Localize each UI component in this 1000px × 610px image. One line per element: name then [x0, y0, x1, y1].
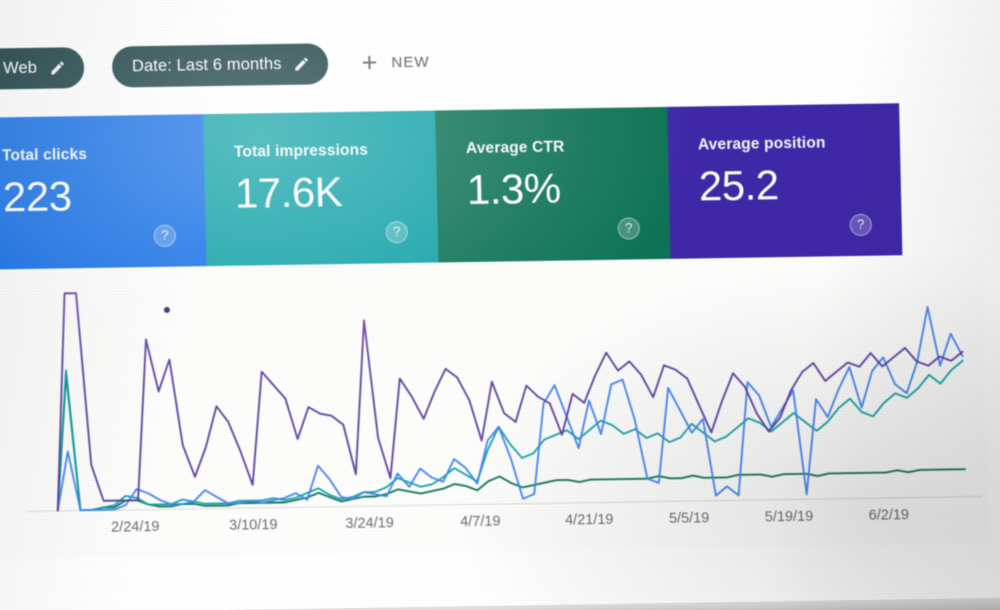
x-axis-tick-label: 3/10/19 — [228, 517, 278, 534]
x-axis-tick-label: 4/21/19 — [564, 511, 614, 529]
metric-card-total-impressions[interactable]: Total impressions 17.6K? — [203, 110, 439, 267]
metric-card-average-position[interactable]: Average position 25.2? — [667, 103, 903, 259]
chart-data-point-marker — [163, 306, 170, 313]
x-axis-tick-label: 5/5/19 — [668, 510, 710, 527]
filter-chip-date-label: Date: Last 6 months — [131, 54, 282, 75]
filter-bar: type: Web Date: Last 6 months + NEW — [0, 20, 1000, 100]
metric-card-value: 1.3% — [466, 164, 562, 214]
metric-card-value: 17.6K — [234, 168, 343, 217]
chart-line-total-impressions — [56, 359, 964, 512]
metric-cards: Total clicks 223? Total impressions 17.6K? A… — [0, 103, 903, 270]
x-axis-tick-label: 3/24/19 — [345, 515, 394, 533]
metric-card-total-clicks[interactable]: Total clicks 223? — [0, 114, 207, 270]
filter-chip-search-type[interactable]: type: Web — [0, 46, 85, 91]
x-axis-tick-label: 4/7/19 — [460, 513, 501, 531]
pencil-icon[interactable] — [293, 55, 310, 72]
filter-chip-search-type-label: type: Web — [0, 58, 38, 77]
filter-chip-date[interactable]: Date: Last 6 months — [111, 42, 329, 88]
help-circle-icon[interactable]: ? — [385, 220, 409, 244]
x-axis-tick-label: 5/19/19 — [764, 508, 814, 526]
metric-card-value: 25.2 — [698, 161, 780, 210]
pencil-icon[interactable] — [49, 59, 66, 76]
x-axis-tick-label: 6/2/19 — [868, 507, 910, 524]
chart-svg — [27, 292, 982, 512]
new-filter-button[interactable]: + NEW — [361, 46, 430, 78]
metric-card-average-ctr[interactable]: Average CTR 1.3%? — [435, 106, 671, 263]
performance-chart[interactable]: 2/24/19 3/10/19 3/24/19 4/7/19 4/21/19 5/5/19… — [0, 255, 989, 560]
metric-card-label: Total impressions — [233, 141, 369, 161]
x-axis-tick-label: 2/24/19 — [110, 518, 160, 536]
new-filter-button-label: NEW — [391, 53, 430, 71]
metric-card-label: Average position — [697, 134, 826, 154]
chart-baseline — [27, 496, 982, 512]
metric-card-label: Total clicks — [1, 146, 88, 165]
help-circle-icon[interactable]: ? — [849, 213, 872, 237]
plus-icon: + — [361, 46, 379, 78]
chart-line-average-position — [56, 292, 964, 512]
help-circle-icon[interactable]: ? — [617, 217, 640, 240]
chart-line-total-clicks — [56, 306, 964, 512]
help-circle-icon[interactable]: ? — [153, 224, 177, 247]
metric-card-label: Average CTR — [465, 138, 565, 158]
metric-card-value: 223 — [2, 172, 72, 221]
chart-line-average-ctr — [56, 373, 967, 512]
